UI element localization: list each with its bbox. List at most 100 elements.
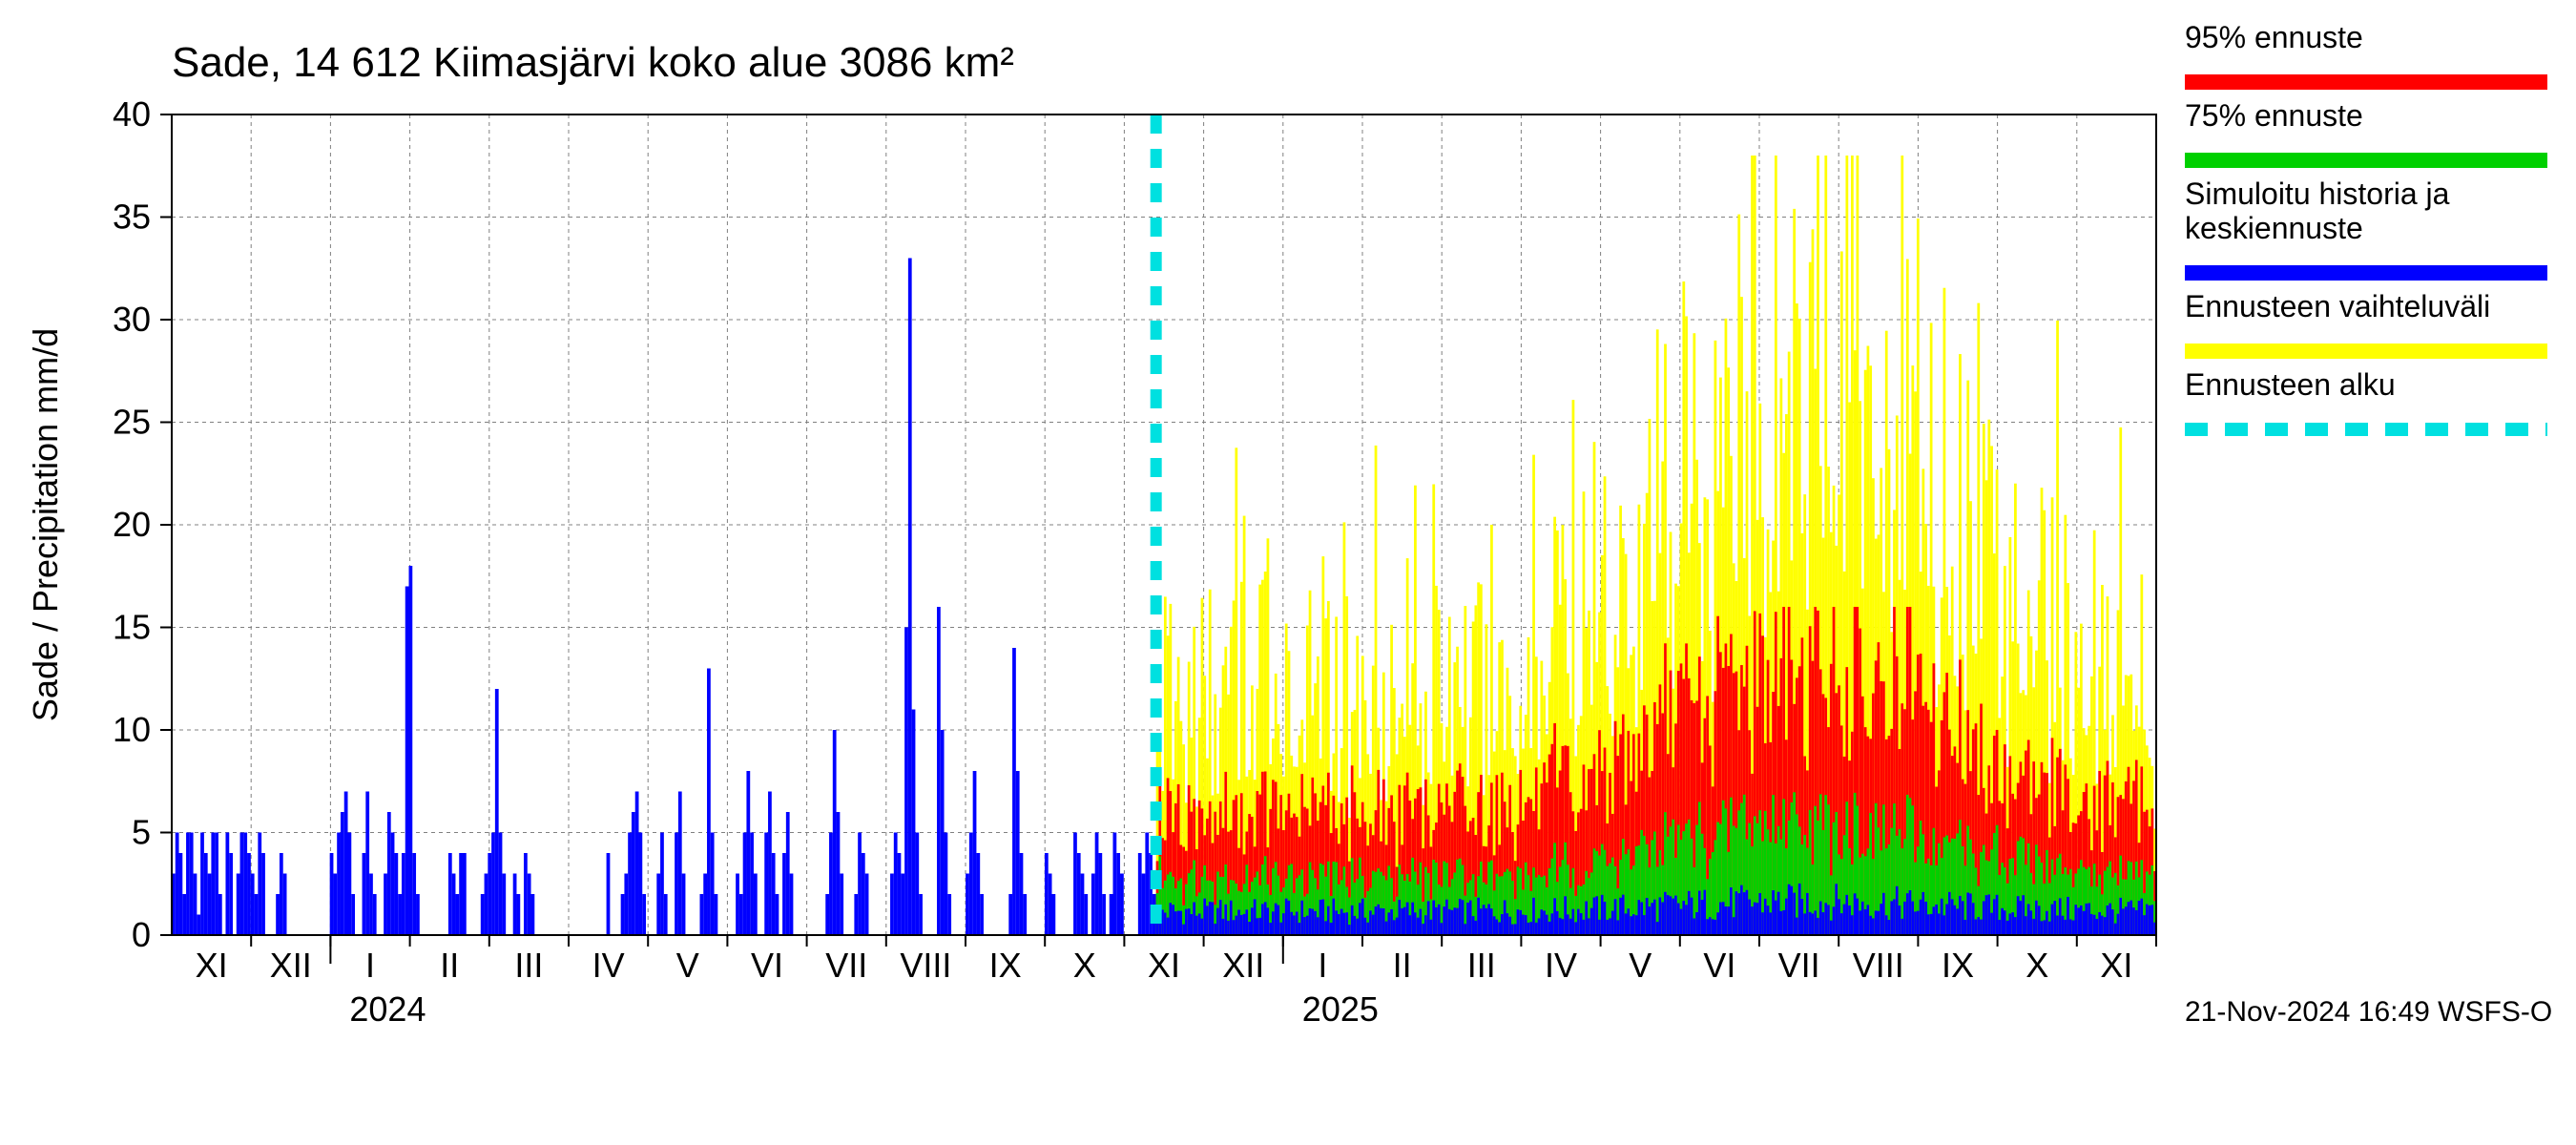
forecast-median-bar <box>1793 893 1796 935</box>
history-bar <box>255 894 259 935</box>
forecast-median-bar <box>1251 907 1254 935</box>
forecast-median-bar <box>1764 899 1767 935</box>
history-bar <box>369 874 373 936</box>
month-label: IX <box>1942 946 1974 985</box>
forecast-median-bar <box>1567 914 1569 935</box>
history-bar <box>1091 874 1095 936</box>
forecast-median-bar <box>2001 908 2004 935</box>
forecast-median-bar <box>1464 924 1466 935</box>
forecast-median-bar <box>1451 910 1454 935</box>
forecast-median-bar <box>1980 920 1983 935</box>
forecast-median-bar <box>1996 895 1999 935</box>
forecast-median-bar <box>1445 900 1448 935</box>
forecast-median-bar <box>1206 906 1209 935</box>
forecast-median-bar <box>1272 911 1275 935</box>
forecast-median-bar <box>1861 902 1864 935</box>
forecast-median-bar <box>1872 918 1875 935</box>
forecast-median-bar <box>1733 917 1735 935</box>
forecast-median-bar <box>1951 899 1954 935</box>
history-bar <box>973 771 977 935</box>
forecast-median-bar <box>1595 896 1598 935</box>
forecast-median-bar <box>1901 919 1903 935</box>
history-bar <box>394 853 398 935</box>
ytick-label: 10 <box>113 710 151 749</box>
forecast-median-bar <box>1975 919 1978 935</box>
forecast-median-bar <box>1801 899 1804 935</box>
forecast-median-bar <box>2009 913 2012 935</box>
history-bar <box>182 894 186 935</box>
forecast-median-bar <box>1222 919 1225 935</box>
forecast-median-bar <box>1727 906 1730 935</box>
forecast-median-bar <box>1430 920 1433 935</box>
forecast-median-bar <box>1432 901 1435 935</box>
month-label: XII <box>270 946 312 985</box>
forecast-median-bar <box>1990 913 1993 935</box>
history-bar <box>405 587 409 936</box>
history-bar <box>976 853 980 935</box>
history-bar <box>739 894 743 935</box>
history-bar <box>499 833 503 936</box>
forecast-median-bar <box>2143 915 2146 935</box>
history-bar <box>607 853 611 935</box>
forecast-median-bar <box>1635 915 1638 935</box>
forecast-median-bar <box>1359 903 1361 935</box>
history-bar <box>664 894 668 935</box>
forecast-median-bar <box>1508 917 1511 935</box>
forecast-median-bar <box>1514 924 1517 935</box>
history-bar <box>632 812 635 935</box>
forecast-median-bar <box>1401 908 1403 935</box>
forecast-median-bar <box>1314 911 1317 935</box>
forecast-median-bar <box>2146 905 2149 935</box>
footer-text: 21-Nov-2024 16:49 WSFS-O <box>2185 996 2552 1028</box>
forecast-median-bar <box>1511 925 1514 935</box>
history-bar <box>743 833 747 936</box>
history-bar <box>682 874 686 936</box>
forecast-median-bar <box>1377 905 1380 935</box>
history-bar <box>825 894 829 935</box>
forecast-median-bar <box>1893 899 1896 935</box>
forecast-median-bar <box>1477 898 1480 935</box>
chart-title: Sade, 14 612 Kiimasjärvi koko alue 3086 … <box>172 39 1014 86</box>
forecast-median-bar <box>1493 916 1496 935</box>
forecast-median-bar <box>1632 914 1635 935</box>
forecast-median-bar <box>1167 918 1170 935</box>
history-bar <box>1110 894 1113 935</box>
history-bar <box>776 894 779 935</box>
history-bar <box>363 853 366 935</box>
forecast-median-bar <box>1882 893 1885 935</box>
forecast-median-bar <box>1709 917 1712 935</box>
forecast-median-bar <box>1224 905 1227 935</box>
forecast-median-bar <box>1335 910 1338 935</box>
forecast-median-bar <box>1559 918 1562 935</box>
forecast-median-bar <box>2088 904 2090 935</box>
forecast-median-bar <box>1324 921 1327 935</box>
history-bar <box>516 894 520 935</box>
y-axis-label: Sade / Precipitation mm/d <box>26 328 65 721</box>
history-bar <box>186 833 190 936</box>
forecast-median-bar <box>1351 906 1354 935</box>
forecast-median-bar <box>1977 917 1980 935</box>
history-bar <box>750 833 754 936</box>
month-label: II <box>1393 946 1412 985</box>
forecast-median-bar <box>1719 903 1722 935</box>
month-label: VI <box>751 946 783 985</box>
history-bar <box>528 874 531 936</box>
history-bar <box>452 874 456 936</box>
history-bar <box>204 853 208 935</box>
history-bar <box>656 874 660 936</box>
forecast-median-bar <box>1695 912 1698 935</box>
forecast-median-bar <box>1553 898 1556 935</box>
forecast-median-bar <box>1954 906 1957 935</box>
history-bar <box>768 792 772 936</box>
forecast-median-bar <box>1293 915 1296 935</box>
forecast-median-bar <box>1345 912 1348 935</box>
forecast-median-bar <box>1203 899 1206 935</box>
forecast-median-bar <box>1427 901 1430 935</box>
forecast-median-bar <box>1854 893 1857 935</box>
history-bar <box>790 874 794 936</box>
forecast-median-bar <box>1485 908 1488 935</box>
forecast-median-bar <box>2074 905 2077 935</box>
forecast-median-bar <box>1653 900 1656 935</box>
forecast-median-bar <box>1945 904 1948 935</box>
forecast-median-bar <box>1506 913 1509 935</box>
